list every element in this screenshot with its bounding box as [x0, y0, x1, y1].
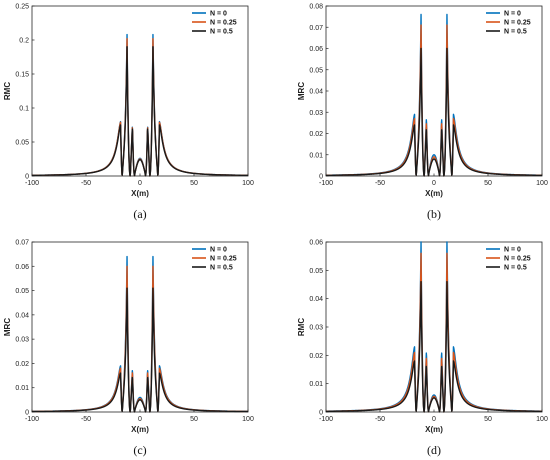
x-tick-label: 100 [242, 180, 254, 187]
y-tick-label: 0.01 [309, 381, 323, 388]
y-axis-label: MRC [3, 318, 12, 336]
y-tick-label: 0 [25, 410, 29, 417]
y-tick-label: 0.05 [15, 288, 29, 295]
y-tick-label: 0.1 [19, 106, 29, 113]
x-axis-label: X(m) [425, 425, 443, 434]
x-tick-label: 50 [484, 416, 492, 423]
legend-label: N = 0.5 [504, 265, 527, 272]
y-tick-label: 0.03 [309, 325, 323, 332]
y-tick-label: 0.05 [309, 268, 323, 275]
legend-label: N = 0.25 [504, 20, 531, 27]
x-tick-label: 50 [190, 416, 198, 423]
y-tick-label: 0.04 [309, 296, 323, 303]
chart-3: -100 -50 0 50 100 0 0.01 0.02 0.03 0.04 0.05 0.06 X(… [297, 240, 548, 458]
y-tick-label: 0.07 [309, 25, 323, 32]
x-tick-label: 50 [484, 180, 492, 187]
x-axis-label: X(m) [131, 189, 149, 198]
x-tick-label: 0 [138, 416, 142, 423]
chart-1: -100 -50 0 50 100 0 0.01 0.02 0.03 0.04 0.05 0.06 0.… [297, 4, 548, 222]
y-tick-label: 0.03 [15, 337, 29, 344]
y-tick-label: 0.02 [309, 131, 323, 138]
y-tick-label: 0.06 [309, 46, 323, 53]
series-line-2 [325, 280, 543, 413]
panel-caption: (a) [133, 207, 146, 221]
y-tick-label: 0.04 [15, 312, 29, 319]
legend-label: N = 0.25 [210, 256, 237, 263]
y-tick-label: 0.05 [15, 140, 29, 147]
legend-label: N = 0.5 [210, 29, 233, 36]
y-tick-label: 0.15 [15, 72, 29, 79]
y-axis-label: MRC [297, 82, 306, 100]
panel-caption: (d) [427, 443, 441, 457]
chart-2: -100 -50 0 50 100 0 0.01 0.02 0.03 0.04 0.05 0.06 0.… [3, 240, 254, 458]
y-tick-label: 0 [25, 174, 29, 181]
x-axis-label: X(m) [425, 189, 443, 198]
y-tick-label: 0.01 [15, 385, 29, 392]
legend-label: N = 0.25 [210, 20, 237, 27]
x-tick-label: 100 [536, 180, 548, 187]
y-tick-label: 0 [319, 410, 323, 417]
x-tick-label: -50 [375, 416, 385, 423]
legend-label: N = 0.5 [210, 265, 233, 272]
series-line-2 [325, 47, 543, 177]
panel-caption: (b) [427, 207, 441, 221]
x-tick-label: 100 [536, 416, 548, 423]
legend-label: N = 0 [210, 11, 227, 18]
x-tick-label: -100 [319, 416, 333, 423]
x-tick-label: -100 [319, 180, 333, 187]
y-tick-label: 0.25 [15, 4, 29, 11]
x-tick-label: -50 [375, 180, 385, 187]
series-line-2 [31, 46, 249, 177]
y-axis-label: RMC [3, 82, 12, 100]
x-tick-label: -50 [81, 416, 91, 423]
x-tick-label: 0 [138, 180, 142, 187]
legend-label: N = 0 [504, 11, 521, 18]
plot-area [31, 5, 249, 177]
legend-label: N = 0.25 [504, 256, 531, 263]
legend-label: N = 0 [504, 247, 521, 254]
series-line-2 [31, 287, 249, 413]
y-tick-label: 0 [319, 174, 323, 181]
panel-caption: (c) [133, 443, 146, 457]
chart-0: -100 -50 0 50 100 0 0.05 0.1 0.15 0.2 0.25 X(m) RMC N… [3, 4, 254, 222]
x-tick-label: 50 [190, 180, 198, 187]
y-tick-label: 0.2 [19, 38, 29, 45]
plot-area [325, 241, 543, 413]
y-tick-label: 0.08 [309, 4, 323, 11]
y-tick-label: 0.05 [309, 67, 323, 74]
x-tick-label: 100 [242, 416, 254, 423]
x-tick-label: -100 [25, 180, 39, 187]
x-tick-label: -50 [81, 180, 91, 187]
legend-label: N = 0 [210, 247, 227, 254]
y-axis-label: RMC [297, 318, 306, 336]
y-tick-label: 0.02 [309, 353, 323, 360]
y-tick-label: 0.03 [309, 110, 323, 117]
legend-label: N = 0.5 [504, 29, 527, 36]
y-tick-label: 0.07 [15, 240, 29, 247]
y-tick-label: 0.01 [309, 152, 323, 159]
x-tick-label: -100 [25, 416, 39, 423]
y-tick-label: 0.02 [15, 361, 29, 368]
y-tick-label: 0.06 [309, 240, 323, 247]
plot-area [31, 241, 249, 413]
x-tick-label: 0 [432, 416, 436, 423]
y-tick-label: 0.04 [309, 89, 323, 96]
y-tick-label: 0.06 [15, 264, 29, 271]
x-axis-label: X(m) [131, 425, 149, 434]
x-tick-label: 0 [432, 180, 436, 187]
